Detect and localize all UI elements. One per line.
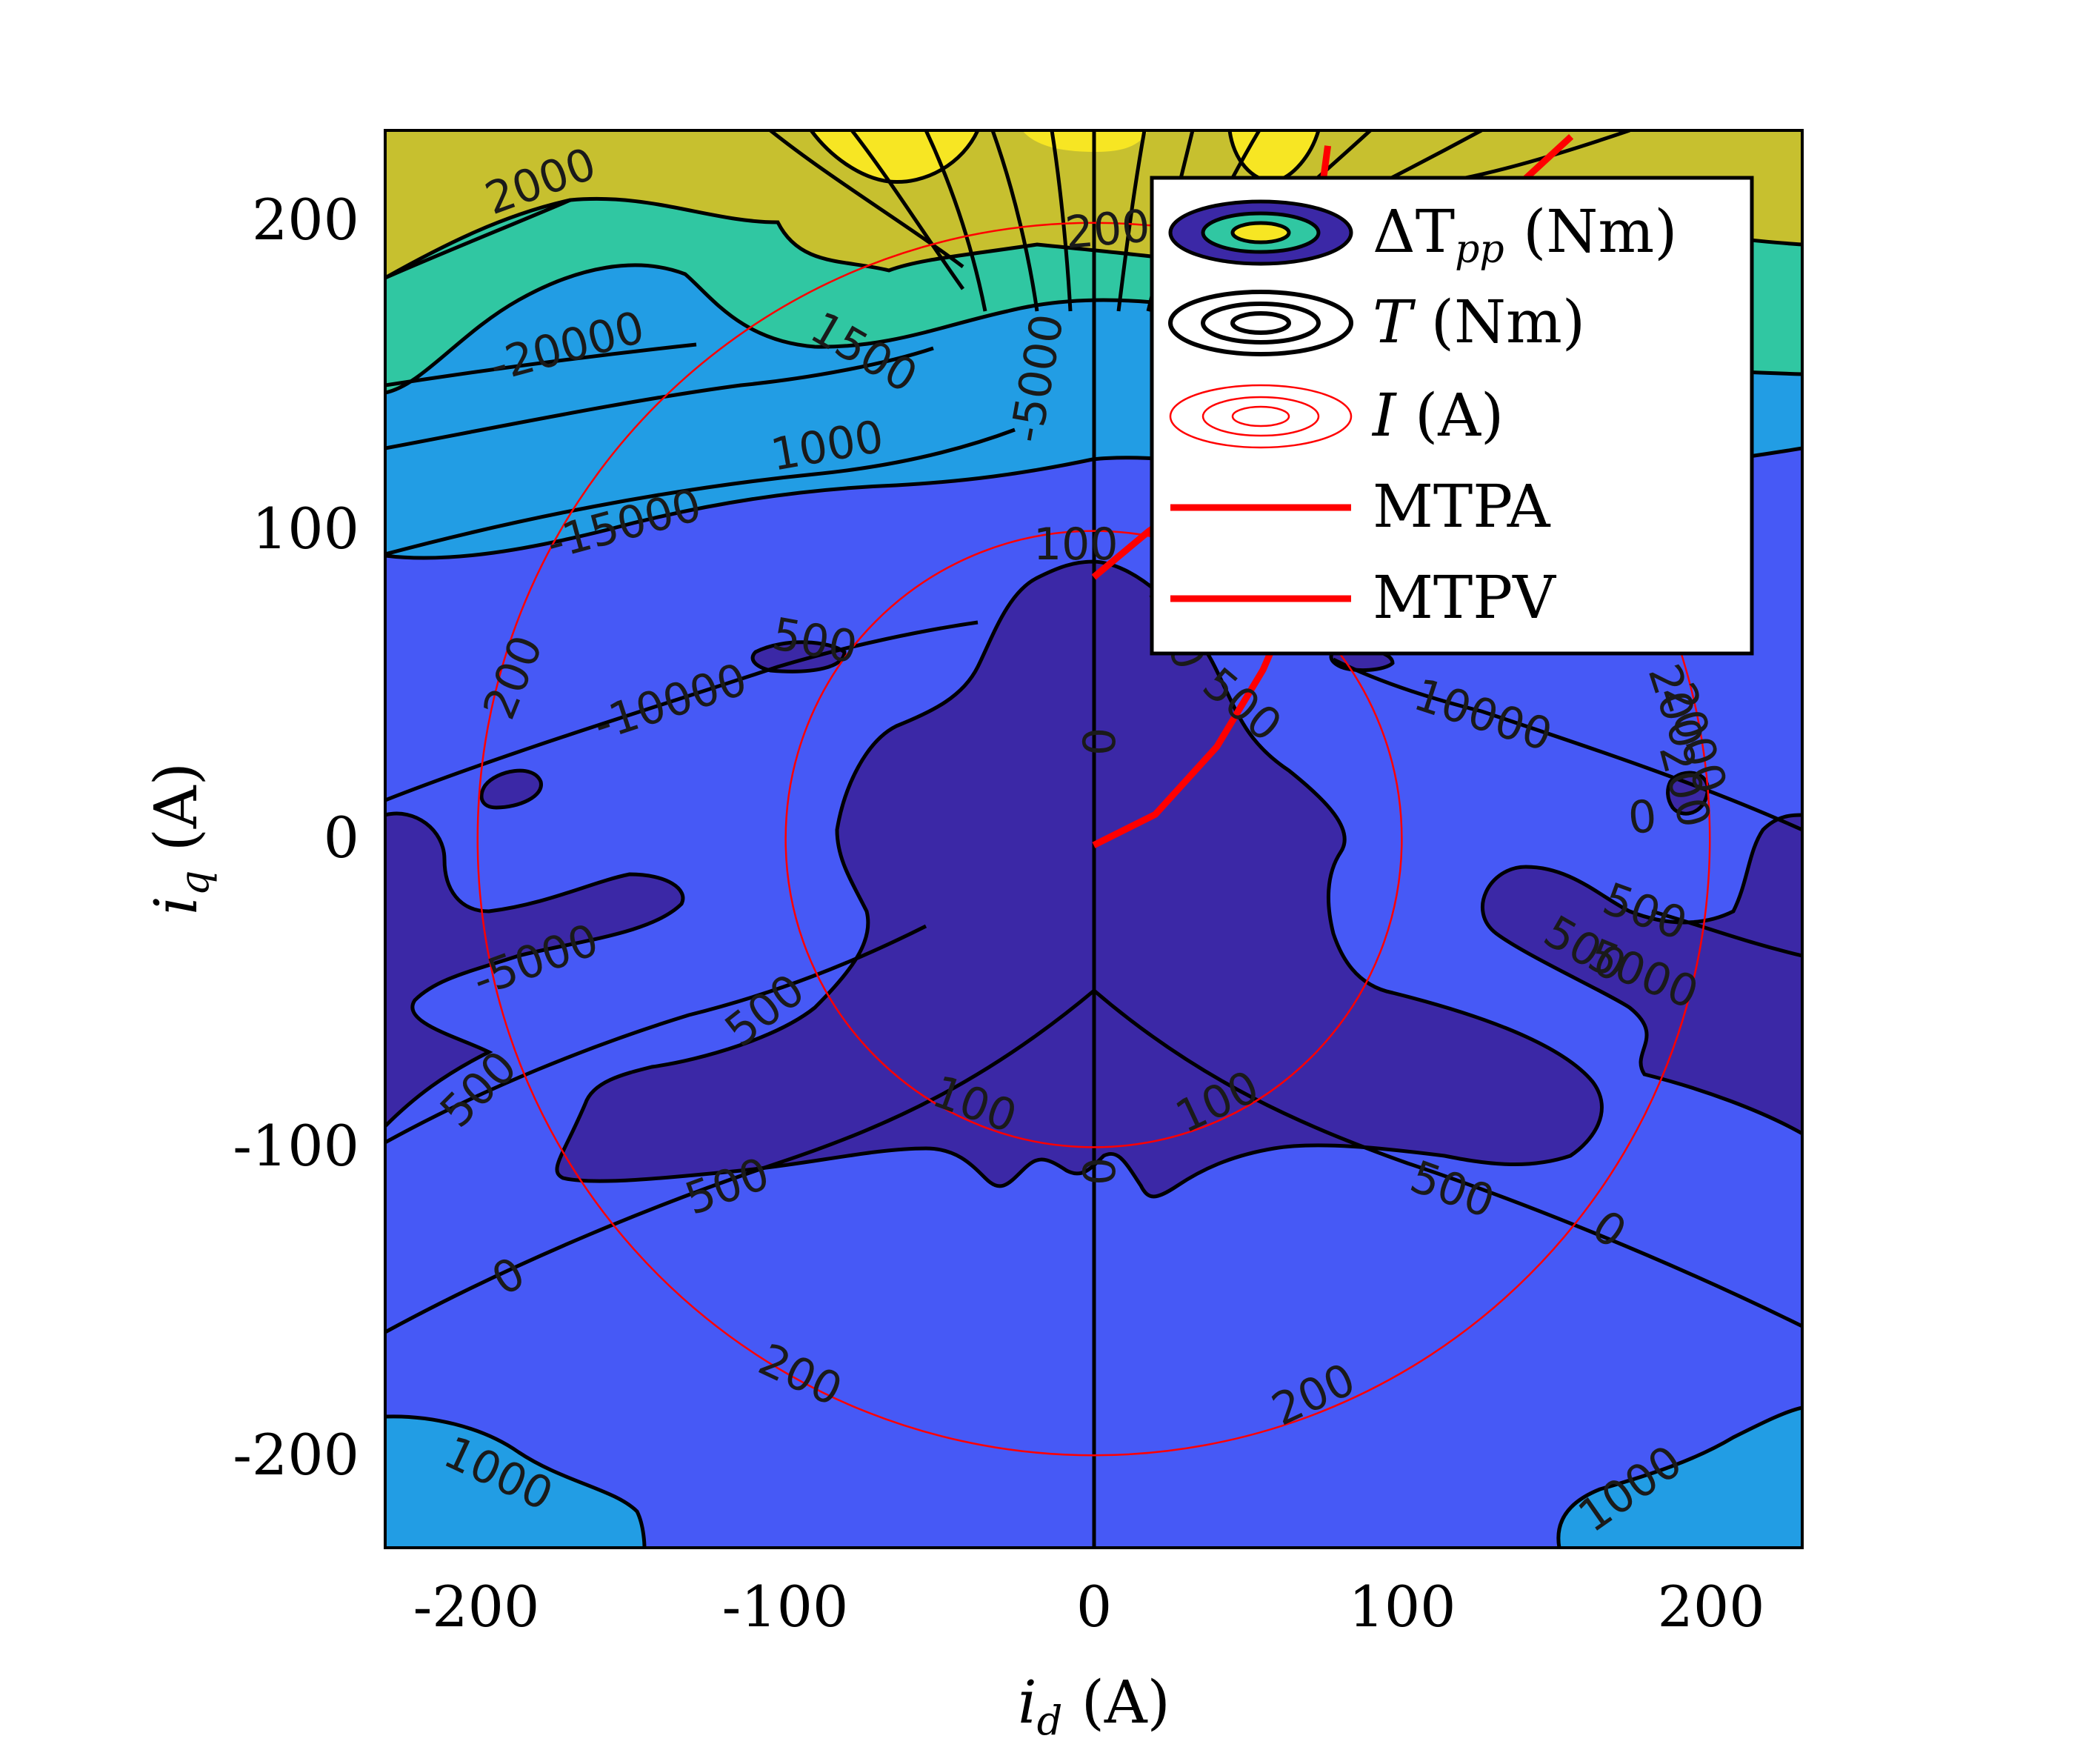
ripple-boundary-left-band — [385, 811, 685, 1128]
torque-label-zero-vertical: 0 — [1074, 1157, 1126, 1185]
legend-label-mtpa: MTPA — [1373, 472, 1551, 541]
legend-label-mtpv: MTPV — [1373, 563, 1556, 632]
current-label-100-top: 100 — [1033, 519, 1119, 570]
torque-contour-line-9 — [769, 130, 964, 269]
y-axis-label: iq (A) — [141, 762, 218, 915]
y-tick-label: 200 — [252, 187, 359, 253]
ripple-boundary-right-island — [1666, 771, 1710, 816]
legend-label-current-main: I — [1371, 381, 1397, 450]
torque-contour-line-7 — [1332, 657, 1802, 832]
filled-contour-swatch-icon — [1168, 199, 1353, 266]
torque-label-zero-center: 0 — [1074, 728, 1126, 756]
axis-label-subscript: d — [1037, 1697, 1063, 1744]
axis-label-unit: (A) — [141, 762, 210, 871]
ripple-boundary-peak-left — [809, 130, 980, 184]
x-tick-label: 200 — [1657, 1574, 1764, 1640]
legend-label-torque-tail: (Nm) — [1412, 287, 1585, 356]
torque-contour-line-6 — [385, 198, 571, 280]
axis-label-variable: i — [1018, 1668, 1037, 1737]
x-tick-label: 0 — [1076, 1574, 1112, 1640]
x-tick-label: 100 — [1348, 1574, 1456, 1640]
ripple-level-min-left-band — [385, 814, 683, 1126]
torque-contour-line-4 — [385, 346, 934, 450]
ripple-level-low-bottom-left — [385, 1416, 644, 1548]
legend-entry-mtpv: MTPV — [1170, 563, 1556, 632]
torque-contour-line-13 — [1050, 130, 1073, 312]
ripple-boundary-upper-left — [750, 640, 847, 673]
x-tick-labels: -200 -100 0 100 200 — [413, 1574, 1765, 1640]
y-tick-label: 100 — [252, 496, 359, 562]
legend-label-ripple-sub: pp — [1455, 227, 1504, 272]
ripple-level-min-right-band — [1482, 815, 1802, 1134]
torque-contour-line-10 — [850, 130, 965, 290]
torque-contour-layer — [385, 130, 1802, 1548]
torque-contour-line-5 — [385, 342, 697, 387]
x-tick-label: -200 — [413, 1574, 540, 1640]
torque-contour-line-3 — [385, 427, 1016, 556]
ripple-boundary-center — [555, 559, 1604, 1199]
torque-label-zero-right-2: 0 — [1626, 791, 1659, 845]
torque-contour-line-2 — [385, 620, 979, 802]
torque-contour-neg-a — [385, 988, 1802, 1334]
plot-frame — [384, 129, 1804, 1549]
x-tick-label: -100 — [722, 1574, 849, 1640]
torque-contour-line-11 — [924, 130, 987, 312]
legend-label-torque: T (Nm) — [1373, 287, 1585, 356]
ripple-level-peak-left — [811, 130, 978, 182]
legend-label-current-tail: (A) — [1396, 381, 1504, 450]
current-contour-layer — [476, 222, 1711, 1457]
legend-label-ripple-main: ΔT — [1373, 197, 1455, 266]
ripple-boundary-bottom-left — [385, 1414, 647, 1548]
axis-label-variable: i — [141, 896, 210, 915]
legend-label-ripple: ΔTpp (Nm) — [1373, 197, 1677, 272]
ripple-level-min-right-island — [1667, 773, 1708, 814]
y-tick-labels: -200 -100 0 100 200 — [233, 187, 359, 1488]
current-circle-100 — [784, 530, 1403, 1148]
y-tick-label: -200 — [233, 1422, 359, 1488]
black-contour-swatch-icon — [1168, 290, 1353, 356]
legend-label-ripple-tail: (Nm) — [1504, 197, 1678, 266]
legend-entry-ripple: ΔTpp (Nm) — [1168, 197, 1677, 272]
ripple-level-low-bottom-right — [1558, 1408, 1802, 1548]
y-tick-label: 0 — [324, 805, 359, 871]
legend-entry-torque: T (Nm) — [1168, 287, 1585, 356]
axis-label-unit: (A) — [1062, 1668, 1170, 1737]
legend-label-current: I (A) — [1371, 381, 1504, 450]
red-contour-swatch-icon — [1169, 384, 1353, 449]
torque-contour-line-1 — [385, 924, 927, 1145]
legend-entry-mtpa: MTPA — [1170, 472, 1551, 541]
ripple-level-min-left-island — [481, 771, 541, 808]
ripple-level-min-upper-left — [753, 642, 844, 672]
ripple-boundary-right-band — [1481, 813, 1802, 1136]
legend-label-torque-main: T — [1373, 287, 1416, 356]
torque-contour-line-12 — [990, 130, 1039, 312]
axis-label-subscript: q — [171, 871, 218, 896]
ripple-boundary-bottom-right — [1556, 1405, 1802, 1548]
legend-entry-current: I (A) — [1169, 381, 1504, 450]
torque-contour-line-14 — [1116, 130, 1147, 312]
torque-contour-line-8 — [1651, 909, 1802, 958]
x-axis-label: id (A) — [1018, 1668, 1170, 1744]
ripple-boundary-left-island — [479, 768, 543, 810]
ripple-level-min-center — [556, 562, 1602, 1197]
y-tick-label: -100 — [233, 1113, 359, 1179]
legend: ΔTpp (Nm) T (Nm) I (A) MTPA MTPV — [1150, 176, 1754, 656]
current-circle-200 — [476, 222, 1711, 1457]
